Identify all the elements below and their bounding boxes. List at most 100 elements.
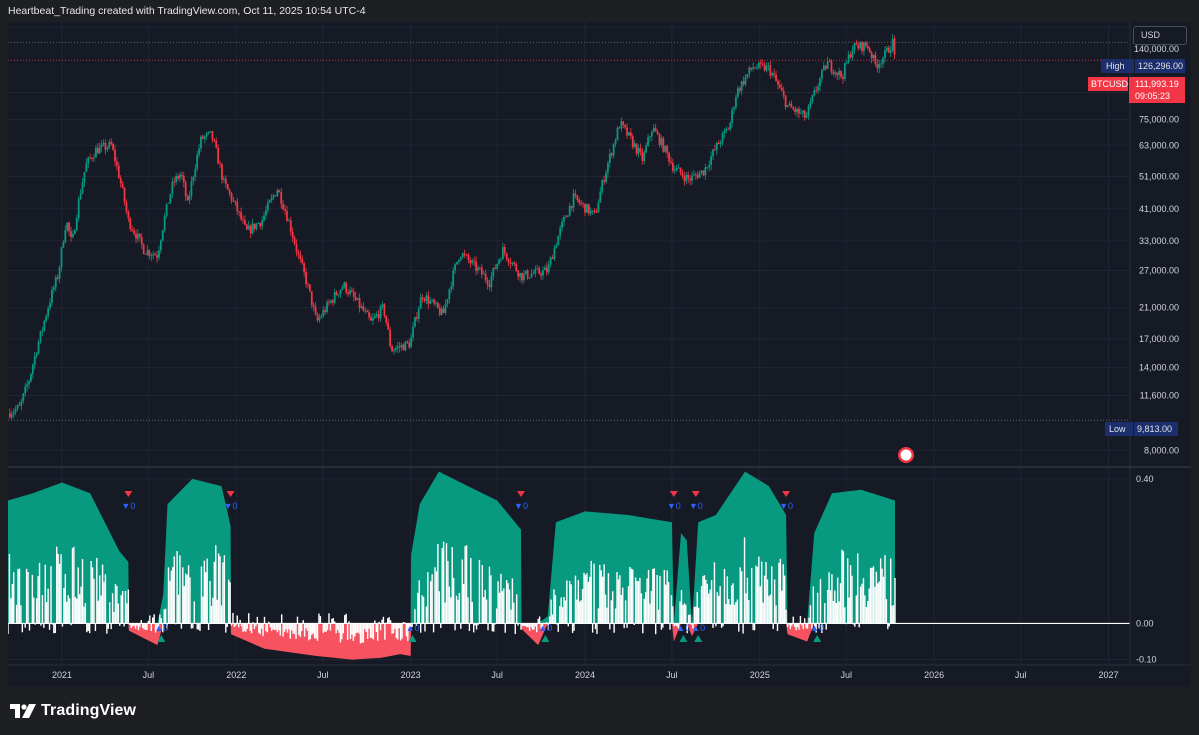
histogram-bar xyxy=(748,600,750,624)
candle-body xyxy=(163,216,166,231)
histogram-bar xyxy=(590,560,592,624)
histogram-bar xyxy=(730,585,733,624)
candle-body xyxy=(601,180,604,192)
candle-body xyxy=(116,161,118,166)
histogram-bar xyxy=(291,623,293,631)
histogram-bar xyxy=(636,580,638,624)
candle-body xyxy=(221,164,223,180)
candle-body xyxy=(427,295,430,304)
candle-body xyxy=(372,318,374,321)
histogram-bar xyxy=(718,595,720,624)
histogram-bar xyxy=(647,570,650,624)
histogram-bar xyxy=(836,577,839,624)
candle-body xyxy=(509,262,512,264)
candle-body xyxy=(645,145,648,153)
candle-body xyxy=(750,67,753,70)
histogram-bar xyxy=(250,623,253,634)
candle-body xyxy=(446,299,449,304)
chart-panel[interactable]: ▼0 ▼0 ▼0 ▼0 ▼0 ▼0 ▲0 ▲0 ▲0 ▲0 ▲0 ▲0 8,000.00 11,600.0… xyxy=(8,22,1191,687)
chart-canvas[interactable]: ▼0 ▼0 ▼0 ▼0 ▼0 ▼0▲0 ▲0 ▲0 ▲0 ▲0 ▲08,000.0011,600.0… xyxy=(8,22,1191,687)
candle-body xyxy=(704,167,707,176)
candle-body xyxy=(203,136,206,139)
buy-signal-marker xyxy=(694,635,703,642)
histogram-bar xyxy=(378,621,380,624)
histogram-bar xyxy=(487,623,489,631)
sell-signal-label: ▼0 xyxy=(224,501,238,511)
candle-body xyxy=(412,326,414,338)
histogram-bar xyxy=(887,623,889,630)
candle-body xyxy=(385,315,388,323)
histogram-bar xyxy=(894,577,896,624)
histogram-bar xyxy=(530,623,532,628)
histogram-bar xyxy=(272,623,274,630)
histogram-bar xyxy=(689,614,691,624)
histogram-bar xyxy=(632,569,634,624)
histogram-bar xyxy=(520,623,522,630)
histogram-bar xyxy=(891,605,893,624)
histogram-bar xyxy=(616,572,618,624)
histogram-bar xyxy=(10,598,12,624)
candle-body xyxy=(587,204,590,214)
candle-body xyxy=(83,171,86,183)
candle-body xyxy=(641,151,644,161)
histogram-bar xyxy=(280,614,283,624)
histogram-bar xyxy=(584,574,587,624)
histogram-bar xyxy=(657,609,660,624)
histogram-bar xyxy=(594,623,597,630)
candle-body xyxy=(81,182,84,194)
candle-body xyxy=(77,198,80,218)
histogram-bar xyxy=(243,623,246,632)
candle-body xyxy=(847,54,850,63)
histogram-bar xyxy=(77,567,79,624)
candle-body xyxy=(719,142,722,145)
candle-body xyxy=(222,178,225,180)
histogram-bar xyxy=(862,578,865,624)
histogram-bar xyxy=(269,623,271,628)
candle-body xyxy=(169,194,172,203)
histogram-bar xyxy=(557,623,559,632)
histogram-bar xyxy=(113,612,115,624)
candle-body xyxy=(297,251,300,255)
histogram-bar xyxy=(652,568,654,624)
histogram-bar xyxy=(361,623,363,643)
histogram-bar xyxy=(106,623,108,634)
histogram-bar xyxy=(892,605,895,624)
histogram-bar xyxy=(139,623,141,628)
candle-body xyxy=(618,127,621,129)
candle-body xyxy=(442,308,445,313)
candle-body xyxy=(370,317,372,321)
candle-body xyxy=(171,181,174,195)
candle-body xyxy=(310,291,313,306)
candle-body xyxy=(670,161,672,163)
histogram-bar xyxy=(60,554,62,624)
histogram-bar xyxy=(808,617,810,624)
histogram-bar xyxy=(377,623,379,641)
candle-body xyxy=(121,183,124,188)
histogram-bar xyxy=(308,623,310,641)
sell-signal-marker xyxy=(226,491,235,497)
histogram-bar xyxy=(217,553,220,624)
candle-body xyxy=(89,157,92,159)
candle-body xyxy=(593,210,596,212)
histogram-bar xyxy=(425,606,428,624)
candle-body xyxy=(534,268,537,274)
candle-body xyxy=(738,88,741,91)
candle-body xyxy=(834,72,837,74)
candle-body xyxy=(194,168,197,177)
histogram-bar xyxy=(232,612,234,624)
histogram-bar xyxy=(312,623,314,634)
candle-body xyxy=(872,54,875,59)
histogram-bar xyxy=(781,590,783,624)
buy-signal-label: ▲0 xyxy=(538,623,552,633)
histogram-bar xyxy=(844,607,846,624)
histogram-bar xyxy=(74,597,77,624)
tradingview-logo[interactable]: TradingView xyxy=(10,702,136,720)
histogram-bar xyxy=(111,593,114,624)
histogram-bar xyxy=(859,586,862,624)
histogram-bar xyxy=(554,595,557,624)
histogram-bar xyxy=(604,594,607,624)
currency-selector[interactable]: USD xyxy=(1133,26,1187,45)
sell-signal-label: ▼0 xyxy=(689,501,703,511)
candle-body xyxy=(698,172,701,178)
histogram-bar xyxy=(488,566,491,624)
